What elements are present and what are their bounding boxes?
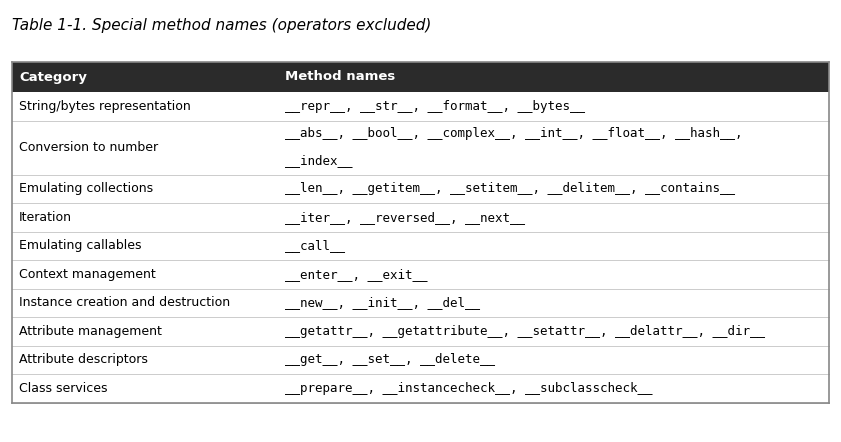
Text: __getattr__, __getattribute__, __setattr__, __delattr__, __dir__: __getattr__, __getattribute__, __setattr… — [284, 325, 764, 338]
Bar — [12, 203, 829, 232]
Bar — [12, 260, 829, 289]
Text: __get__, __set__, __delete__: __get__, __set__, __delete__ — [284, 353, 495, 366]
Text: Table 1-1. Special method names (operators excluded): Table 1-1. Special method names (operato… — [12, 18, 431, 33]
Text: Class services: Class services — [19, 382, 108, 395]
Text: __len__, __getitem__, __setitem__, __delitem__, __contains__: __len__, __getitem__, __setitem__, __del… — [284, 182, 734, 195]
Text: __index__: __index__ — [284, 155, 352, 168]
Text: Attribute management: Attribute management — [19, 325, 161, 338]
Text: Category: Category — [19, 71, 87, 84]
Text: Context management: Context management — [19, 268, 156, 281]
Text: Instance creation and destruction: Instance creation and destruction — [19, 296, 230, 309]
Bar — [12, 62, 829, 92]
Bar — [12, 346, 829, 374]
Text: Conversion to number: Conversion to number — [19, 141, 158, 154]
Text: __repr__, __str__, __format__, __bytes__: __repr__, __str__, __format__, __bytes__ — [284, 100, 584, 113]
Bar — [12, 232, 829, 260]
Text: __abs__, __bool__, __complex__, __int__, __float__, __hash__,: __abs__, __bool__, __complex__, __int__,… — [284, 127, 742, 141]
Text: __prepare__, __instancecheck__, __subclasscheck__: __prepare__, __instancecheck__, __subcla… — [284, 382, 652, 395]
Text: __call__: __call__ — [284, 239, 345, 252]
Text: __iter__, __reversed__, __next__: __iter__, __reversed__, __next__ — [284, 211, 525, 224]
Text: __enter__, __exit__: __enter__, __exit__ — [284, 268, 427, 281]
Bar — [12, 175, 829, 203]
Text: __new__, __init__, __del__: __new__, __init__, __del__ — [284, 296, 479, 309]
Text: Emulating collections: Emulating collections — [19, 182, 153, 195]
Bar — [12, 289, 829, 317]
Bar — [12, 317, 829, 346]
Bar — [12, 121, 829, 175]
Text: Iteration: Iteration — [19, 211, 72, 224]
Text: Emulating callables: Emulating callables — [19, 239, 141, 252]
Text: Attribute descriptors: Attribute descriptors — [19, 353, 148, 366]
Text: Method names: Method names — [284, 71, 394, 84]
Bar — [12, 374, 829, 403]
Bar — [12, 92, 829, 121]
Text: String/bytes representation: String/bytes representation — [19, 100, 191, 113]
